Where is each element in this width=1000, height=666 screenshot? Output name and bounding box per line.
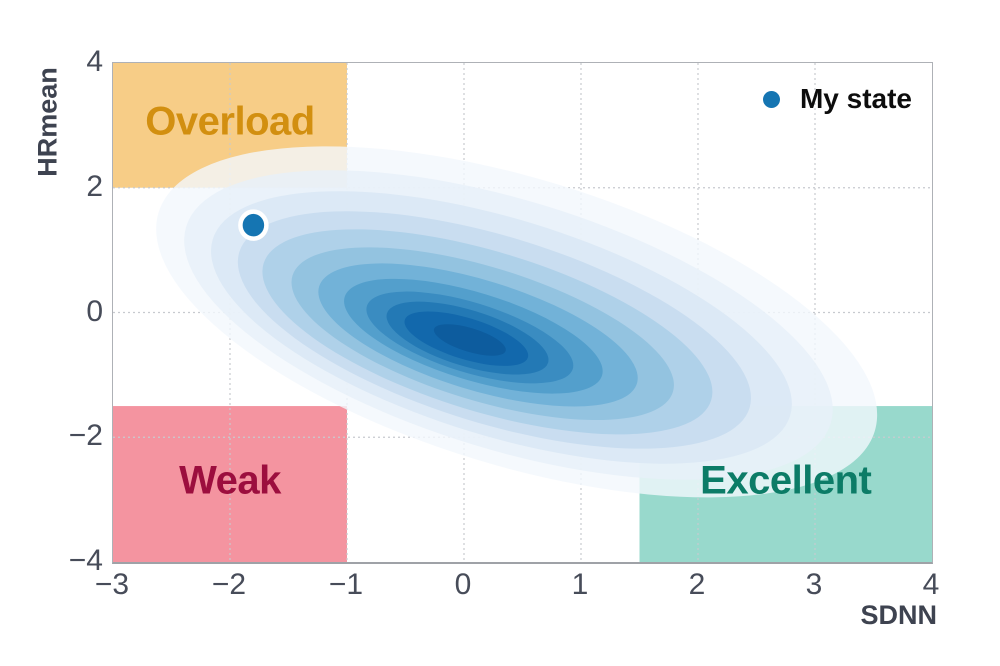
legend-label: My state: [799, 83, 912, 114]
kde-contour-level-12: [433, 324, 506, 356]
my-state-point: [238, 209, 269, 241]
x-tick-label: −3: [94, 568, 130, 601]
x-tick-label: 2: [688, 568, 706, 601]
plot-area: My state Overload Weak Excellent: [112, 62, 933, 564]
y-tick-label: 4: [86, 45, 103, 78]
y-tick-label: 2: [86, 169, 103, 203]
x-tick-label: 1: [571, 568, 589, 601]
y-tick-label: −4: [68, 544, 103, 577]
x-tick-label: 0: [454, 568, 472, 601]
y-tick-label: −2: [68, 419, 103, 453]
y-tick-label: 0: [86, 294, 103, 328]
legend-marker-dot: [762, 90, 780, 108]
x-tick-label: −1: [328, 568, 364, 601]
y-axis-label: HRmean: [32, 67, 63, 177]
x-tick-label: 4: [922, 568, 940, 601]
density-plot-canvas: [113, 63, 932, 562]
x-tick-label: −2: [211, 568, 247, 601]
x-axis-label: SDNN: [860, 600, 937, 630]
x-tick-label: 3: [805, 568, 823, 601]
legend: My state: [762, 83, 912, 114]
